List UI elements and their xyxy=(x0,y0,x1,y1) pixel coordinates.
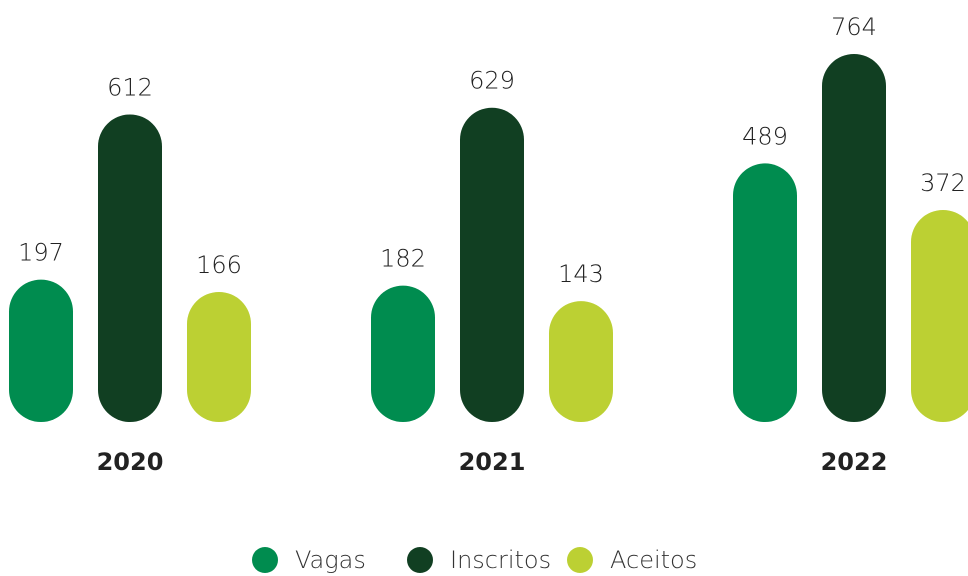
bar xyxy=(460,107,524,422)
bar xyxy=(549,301,613,422)
bar xyxy=(733,163,797,423)
bar xyxy=(911,209,968,422)
value-label: 182 xyxy=(380,245,426,273)
category-label: 2021 xyxy=(459,448,526,476)
bar xyxy=(9,279,73,422)
category-label: 2020 xyxy=(97,448,164,476)
legend-label: Aceitos xyxy=(610,546,697,574)
value-label: 197 xyxy=(18,239,64,267)
legend-swatch xyxy=(407,547,433,573)
bar xyxy=(371,285,435,422)
value-label: 612 xyxy=(107,73,153,101)
legend-swatch xyxy=(252,547,278,573)
bar xyxy=(822,54,886,422)
bar xyxy=(98,114,162,422)
value-label: 143 xyxy=(558,260,604,288)
category-label: 2022 xyxy=(821,448,888,476)
legend-label: Vagas xyxy=(295,546,366,574)
legend-label: Inscritos xyxy=(450,546,551,574)
bar xyxy=(187,291,251,422)
value-label: 489 xyxy=(742,122,788,150)
value-label: 372 xyxy=(920,169,966,197)
value-label: 166 xyxy=(196,251,242,279)
legend-swatch xyxy=(567,547,593,573)
value-label: 629 xyxy=(469,67,515,95)
value-label: 764 xyxy=(831,13,877,41)
